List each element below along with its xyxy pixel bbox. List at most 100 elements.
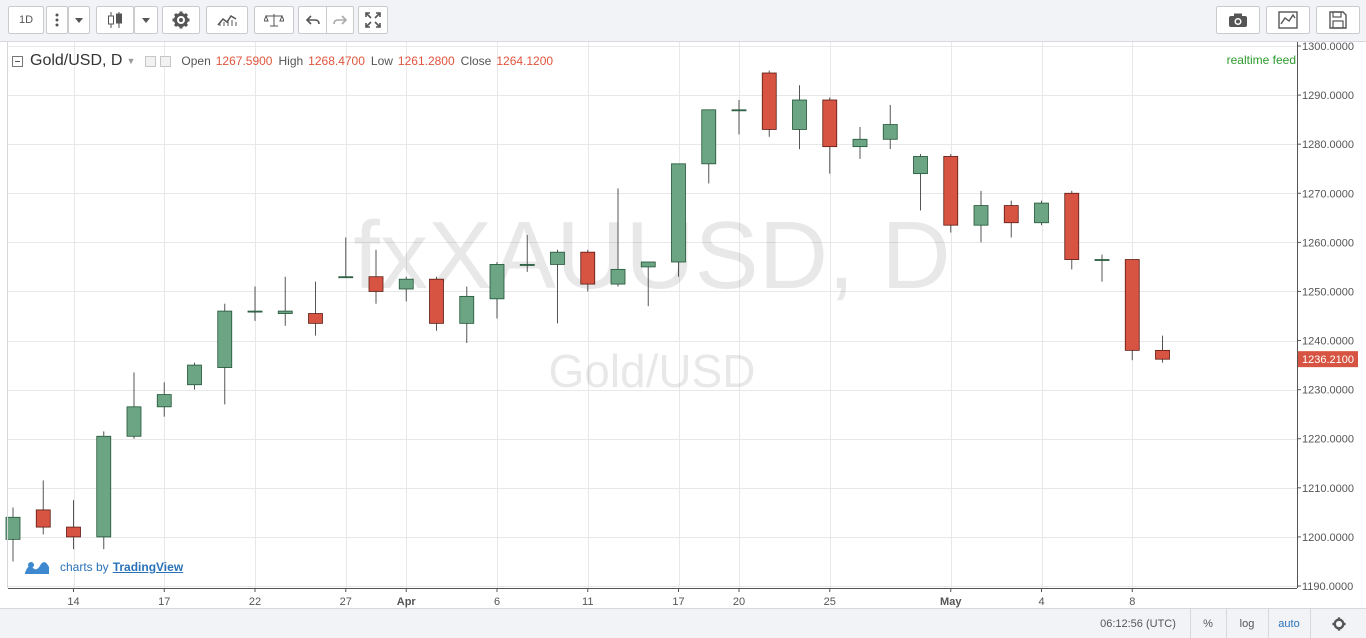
candle-body — [580, 251, 596, 285]
candle-body — [792, 99, 807, 130]
candlestick-chart[interactable]: fxXAUUSD, D Gold/USD 1190.0000 1200.0000 121… — [0, 42, 1366, 608]
candle-body — [822, 99, 838, 148]
watermark-description: Gold/USD — [548, 345, 755, 397]
candle-body — [519, 264, 535, 266]
symbol-title[interactable]: Gold/USD, D — [30, 52, 123, 69]
open-label: Open — [181, 54, 211, 68]
candle-body — [429, 278, 444, 324]
plot-background — [8, 42, 1297, 588]
candle-body — [5, 516, 21, 540]
compare-icon[interactable] — [254, 6, 294, 34]
save-icon[interactable] — [1316, 6, 1360, 34]
visibility-icon[interactable] — [145, 55, 157, 67]
high-value: 1268.4700 — [308, 54, 365, 68]
candle-body — [701, 109, 717, 165]
time-tick-label: 6 — [494, 596, 500, 608]
time-tick-label: 11 — [582, 596, 593, 608]
high-label: High — [278, 54, 304, 68]
open-value: 1267.5900 — [215, 54, 273, 68]
time-tick-label: 20 — [733, 596, 745, 608]
branding-prefix: charts by — [60, 560, 109, 574]
more-vertical-icon[interactable] — [46, 6, 68, 34]
candle-body — [308, 313, 323, 324]
price-tick-label: 1300.0000 — [1302, 42, 1354, 53]
collapse-legend-icon[interactable] — [12, 55, 23, 67]
candle-body — [459, 295, 475, 324]
candle-body — [973, 205, 989, 226]
candle-body — [126, 406, 142, 437]
candle-body — [1094, 259, 1110, 261]
chart-area[interactable]: fxXAUUSD, D Gold/USD 1190.0000 1200.0000 121… — [0, 42, 1366, 638]
clock-display[interactable]: 06:12:56 (UTC) — [1100, 617, 1176, 630]
time-tick-label: 27 — [340, 596, 352, 608]
candle-body — [398, 278, 414, 290]
time-tick-label: 8 — [1129, 596, 1135, 608]
bottom-bar: 06:12:56 (UTC) % log auto — [0, 608, 1366, 638]
candle-body — [187, 364, 202, 386]
percent-scale-button[interactable]: % — [1190, 609, 1225, 638]
time-tick-label: 14 — [67, 596, 79, 608]
candle-body — [1155, 349, 1170, 360]
price-tick-label: 1200.0000 — [1302, 532, 1354, 544]
chart-style-icon[interactable] — [1266, 6, 1310, 34]
realtime-feed-label: realtime feed — [1226, 53, 1296, 67]
tradingview-logo-icon — [25, 562, 49, 574]
fullscreen-icon[interactable] — [358, 6, 388, 34]
redo-icon[interactable] — [326, 6, 354, 34]
price-tick-label: 1210.0000 — [1302, 483, 1354, 495]
candle-body — [217, 310, 233, 368]
candle-body — [882, 124, 898, 140]
price-tick-label: 1290.0000 — [1302, 90, 1354, 102]
candle-body — [943, 156, 959, 226]
price-tick-label: 1220.0000 — [1302, 434, 1354, 446]
price-tick-label: 1270.0000 — [1302, 188, 1354, 200]
candle-body — [156, 394, 172, 408]
chart-legend: Gold/USD, D ▼ Open 1267.5900 High 1268.4… — [12, 51, 553, 71]
interval-button[interactable]: 1D — [8, 6, 44, 34]
time-tick-label: 22 — [249, 596, 261, 608]
candle-body — [247, 310, 263, 313]
candle-body — [66, 526, 81, 538]
price-tick-label: 1280.0000 — [1302, 139, 1354, 151]
indicators-icon[interactable] — [206, 6, 248, 34]
branding-link[interactable]: TradingView — [112, 560, 184, 574]
price-tick-label: 1190.0000 — [1302, 581, 1353, 593]
candle-body — [96, 435, 112, 538]
chart-type-dropdown-icon[interactable] — [134, 6, 158, 34]
candle-body — [338, 276, 354, 279]
candles-icon[interactable] — [96, 6, 134, 34]
candle-body — [368, 276, 384, 292]
candle-body — [640, 261, 656, 268]
symbol-dropdown-icon[interactable]: ▼ — [126, 56, 136, 66]
candle-body — [852, 138, 868, 148]
top-toolbar: 1D — [0, 0, 1366, 42]
time-tick-label: 25 — [824, 596, 836, 608]
price-tick-label: 1240.0000 — [1302, 336, 1354, 348]
low-label: Low — [370, 54, 393, 68]
candle-body — [1034, 202, 1049, 224]
settings-small-icon[interactable] — [160, 55, 172, 67]
candle-body — [277, 310, 293, 314]
gear-icon[interactable] — [162, 6, 200, 34]
time-tick-label: 17 — [672, 596, 684, 608]
tradingview-branding[interactable]: charts by TradingView — [24, 559, 183, 575]
candle-body — [671, 163, 686, 263]
log-scale-button[interactable]: log — [1226, 609, 1267, 638]
interval-dropdown-icon[interactable] — [68, 6, 90, 34]
candle-body — [913, 156, 928, 175]
undo-icon[interactable] — [298, 6, 326, 34]
time-tick-label: May — [940, 596, 962, 608]
candle-body — [1064, 192, 1080, 260]
interval-label: 1D — [18, 14, 34, 26]
candle-body — [1003, 205, 1019, 224]
camera-icon[interactable] — [1216, 6, 1260, 34]
candle-body — [35, 509, 51, 528]
scale-settings-gear-icon[interactable] — [1310, 609, 1366, 638]
auto-scale-button[interactable]: auto — [1268, 609, 1309, 638]
candle-body — [731, 109, 747, 112]
candle-body — [610, 268, 626, 285]
price-tick-label: 1230.0000 — [1302, 385, 1354, 397]
last-price-tag — [1298, 351, 1358, 368]
candle-body — [550, 251, 565, 265]
candle-body — [1124, 259, 1140, 351]
